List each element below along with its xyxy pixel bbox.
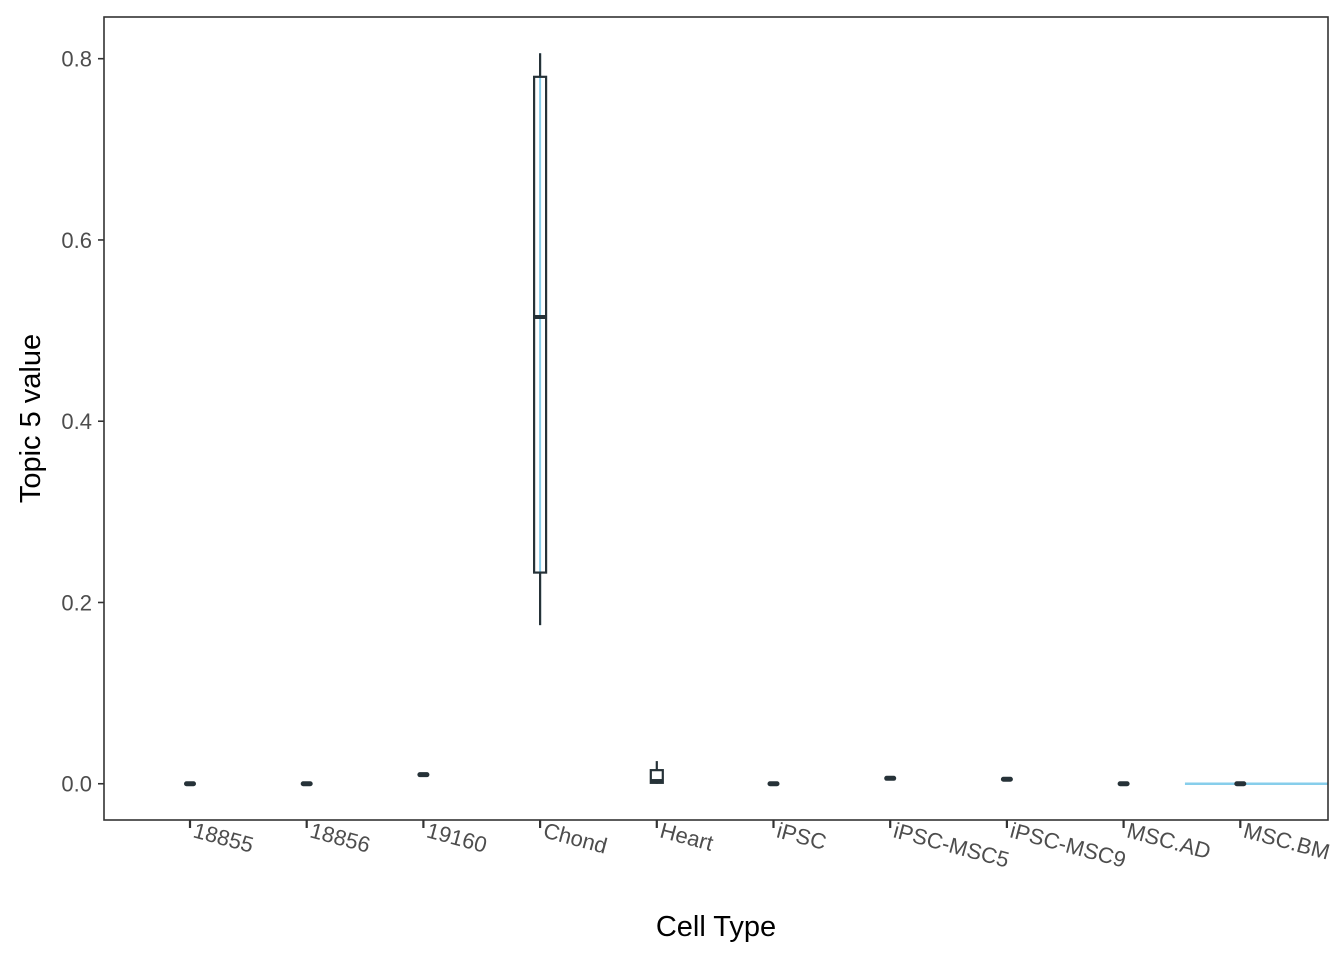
x-tick-label: 18856 bbox=[307, 818, 373, 858]
x-tick-label: MSC.AD bbox=[1124, 818, 1213, 864]
y-axis: 0.0 0.2 0.4 0.6 0.8 bbox=[61, 47, 104, 797]
box-ipsc-msc9 bbox=[1000, 776, 1013, 782]
x-axis-title: Cell Type bbox=[656, 911, 776, 943]
y-axis-title: Topic 5 value bbox=[15, 334, 47, 503]
box-msc-bm bbox=[1234, 781, 1247, 787]
box-18855 bbox=[184, 781, 196, 787]
x-tick-label: iPSC-MSC5 bbox=[891, 818, 1012, 873]
box-heart bbox=[649, 761, 664, 784]
density-ridges bbox=[539, 53, 1328, 785]
y-tick-label: 0.4 bbox=[61, 409, 92, 434]
box-collapsed-msc-bm bbox=[1234, 781, 1247, 787]
box-msc-ad bbox=[1117, 781, 1130, 787]
x-tick-label: 19160 bbox=[424, 818, 490, 858]
y-tick-label: 0.8 bbox=[61, 47, 92, 72]
box-ipsc-msc5 bbox=[884, 775, 897, 781]
x-tick-label: Heart bbox=[658, 818, 716, 856]
x-tick-label: Chond bbox=[541, 818, 610, 859]
box-collapsed-18855 bbox=[184, 781, 196, 787]
y-tick-label: 0.2 bbox=[61, 590, 92, 615]
box-collapsed-msc-ad bbox=[1117, 781, 1130, 787]
x-tick-label: 18855 bbox=[191, 818, 257, 858]
box-collapsed-18856 bbox=[300, 781, 313, 787]
box-collapsed-19160 bbox=[417, 772, 430, 778]
box-collapsed-ipsc bbox=[767, 781, 780, 787]
box-collapsed-ipsc-msc5 bbox=[884, 775, 897, 781]
box-18856 bbox=[300, 781, 313, 787]
box-ipsc bbox=[767, 781, 780, 787]
box-collapsed-ipsc-msc9 bbox=[1000, 776, 1013, 782]
box-body-chond bbox=[532, 75, 548, 574]
box-series bbox=[184, 53, 1247, 787]
x-tick-label: MSC.BM bbox=[1241, 818, 1332, 865]
box-19160 bbox=[417, 772, 430, 778]
y-tick-label: 0.6 bbox=[61, 228, 92, 253]
box-chond bbox=[532, 53, 548, 626]
y-tick-label: 0.0 bbox=[61, 772, 92, 797]
x-tick-label: iPSC bbox=[774, 818, 829, 855]
x-tick-label: iPSC-MSC9 bbox=[1008, 818, 1129, 873]
plot-panel-border bbox=[103, 16, 1329, 821]
plot-panel-background bbox=[104, 17, 1328, 820]
x-axis: 18855 18856 19160 Chond Heart iPSC iPSC-MSC5iP… bbox=[188, 818, 1332, 873]
